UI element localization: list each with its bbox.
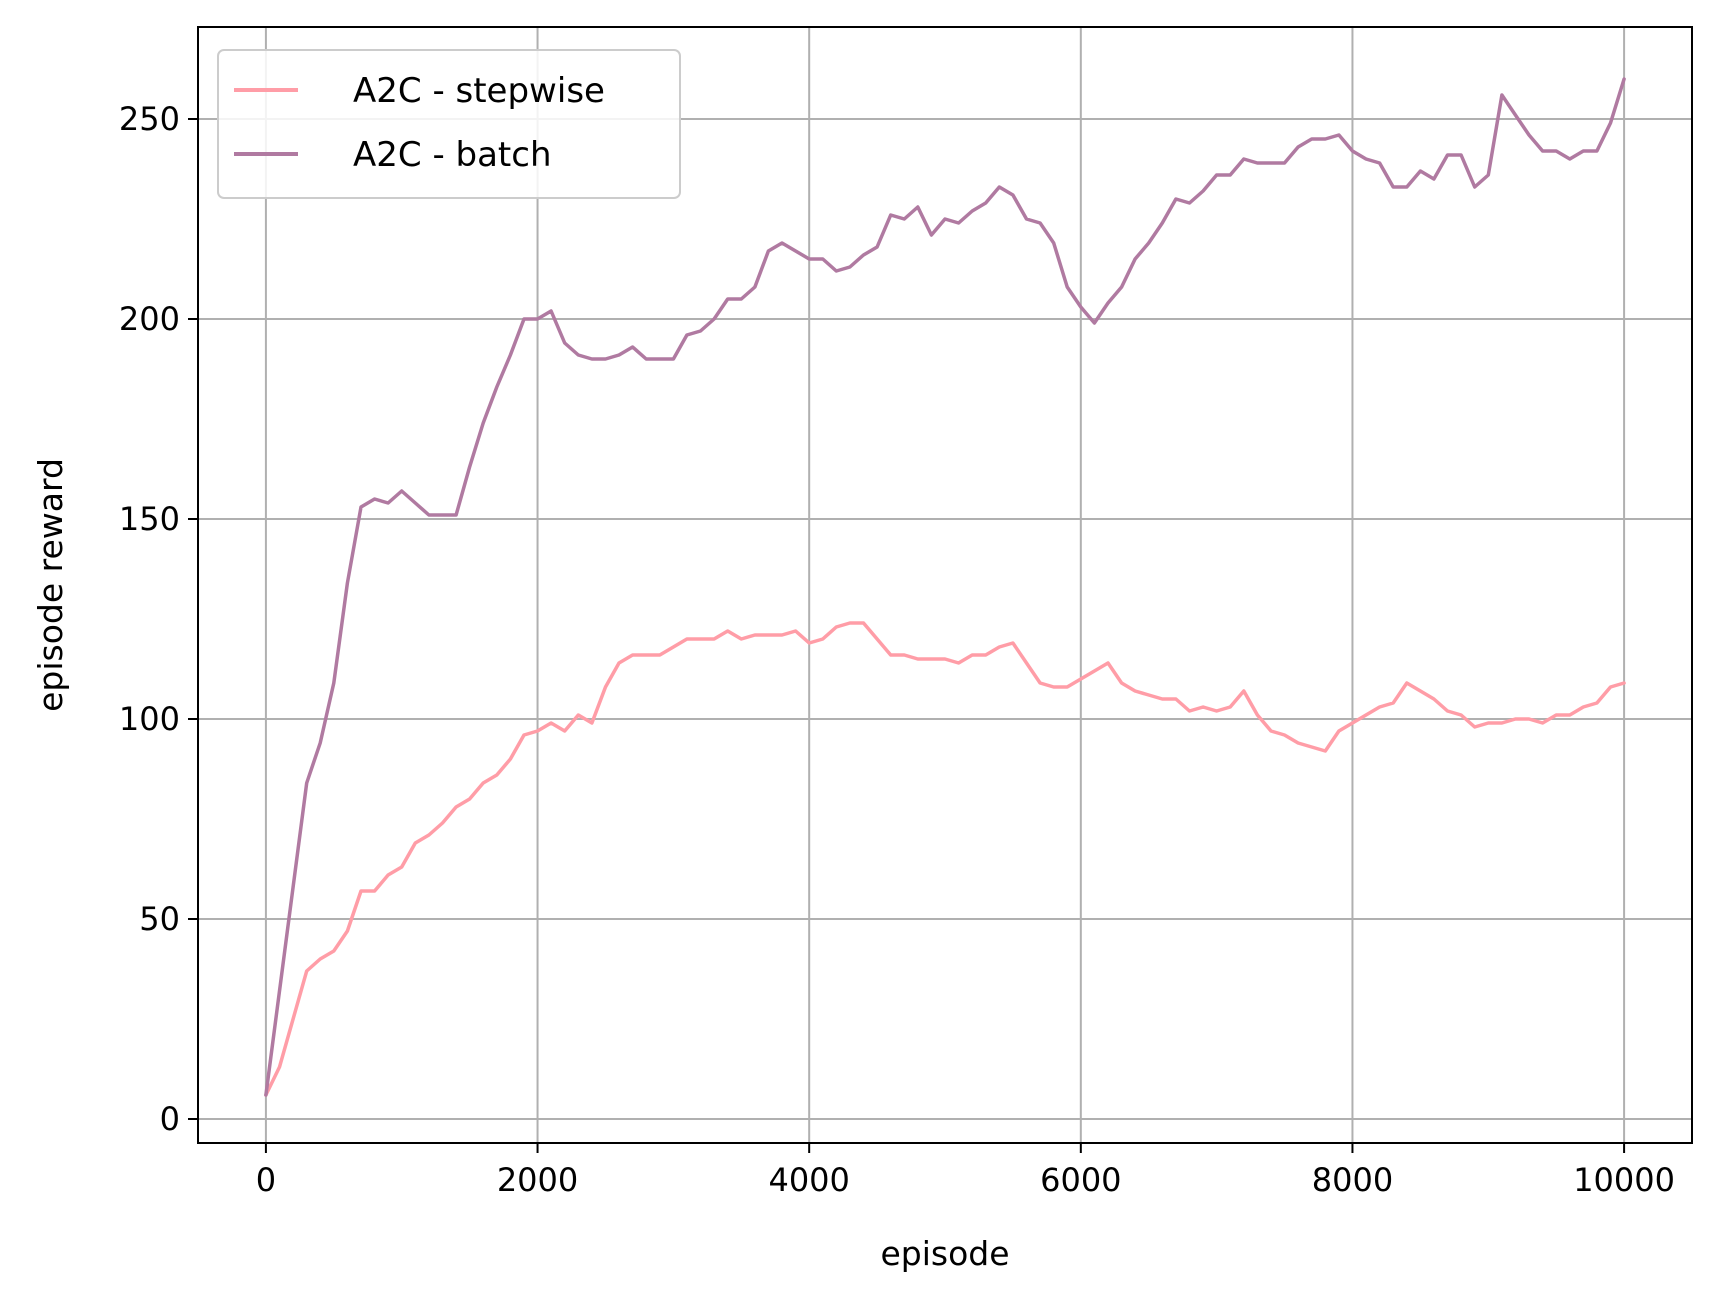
legend-label: A2C - batch	[353, 135, 552, 175]
y-tick-label: 200	[119, 300, 180, 338]
x-tick-label: 6000	[1040, 1161, 1121, 1199]
legend: A2C - stepwise A2C - batch	[217, 49, 681, 199]
legend-label: A2C - stepwise	[353, 71, 605, 111]
y-tick-label: 0	[160, 1100, 180, 1138]
x-tick-label: 0	[256, 1161, 276, 1199]
plot-frame	[197, 26, 1693, 1144]
x-axis-label: episode	[880, 1234, 1009, 1273]
y-tick-label: 100	[119, 700, 180, 738]
grid-lines	[198, 27, 1692, 1143]
x-tick-label: 2000	[497, 1161, 578, 1199]
y-axis-label: episode reward	[31, 458, 70, 712]
series-line-stepwise	[264, 621, 1626, 1097]
axis-ticks: 0 2000 4000 6000 8000 10000 0 50 100 150 200 250	[119, 100, 1675, 1199]
x-tick-label: 10000	[1573, 1161, 1675, 1199]
legend-box	[217, 49, 681, 199]
y-tick-label: 150	[119, 500, 180, 538]
x-tick-label: 8000	[1312, 1161, 1393, 1199]
y-tick-label: 250	[119, 100, 180, 138]
y-tick-label: 50	[139, 900, 180, 938]
series-lines	[264, 77, 1626, 1097]
series-line-batch	[264, 77, 1626, 1097]
x-tick-label: 4000	[768, 1161, 849, 1199]
